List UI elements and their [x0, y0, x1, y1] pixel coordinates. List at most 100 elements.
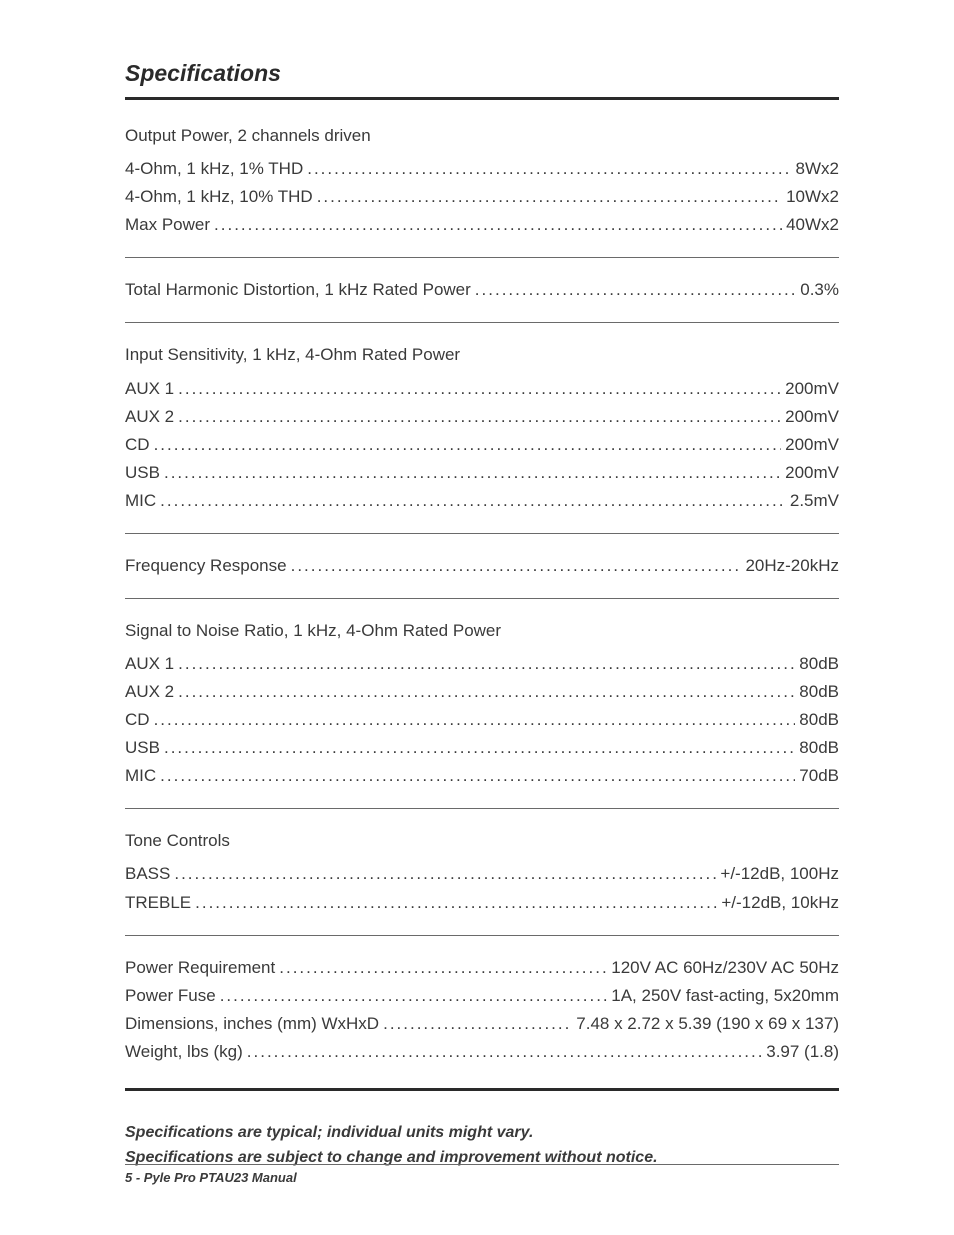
leader-dots — [178, 403, 781, 431]
leader-dots — [291, 552, 742, 580]
page-footer: 5 - Pyle Pro PTAU23 Manual — [125, 1164, 839, 1185]
spec-row: MIC 70dB — [125, 762, 839, 790]
spec-value: 8Wx2 — [796, 155, 839, 183]
spec-row: Max Power 40Wx2 — [125, 211, 839, 239]
spec-section: Input Sensitivity, 1 kHz, 4-Ohm Rated Po… — [125, 341, 839, 532]
spec-value: 2.5mV — [790, 487, 839, 515]
section-header: Input Sensitivity, 1 kHz, 4-Ohm Rated Po… — [125, 341, 839, 368]
leader-dots — [164, 734, 795, 762]
spec-row: 4-Ohm, 1 kHz, 1% THD 8Wx2 — [125, 155, 839, 183]
spec-section: Signal to Noise Ratio, 1 kHz, 4-Ohm Rate… — [125, 617, 839, 808]
leader-dots — [214, 211, 782, 239]
spec-label: BASS — [125, 860, 170, 888]
spec-value: 7.48 x 2.72 x 5.39 (190 x 69 x 137) — [576, 1010, 839, 1038]
spec-label: CD — [125, 431, 150, 459]
section-divider — [125, 935, 839, 936]
section-divider — [125, 257, 839, 258]
section-header: Tone Controls — [125, 827, 839, 854]
spec-row: TREBLE +/-12dB, 10kHz — [125, 889, 839, 917]
leader-dots — [174, 860, 716, 888]
leader-dots — [475, 276, 796, 304]
spec-row: Weight, lbs (kg) 3.97 (1.8) — [125, 1038, 839, 1066]
spec-label: MIC — [125, 762, 156, 790]
spec-row: USB 80dB — [125, 734, 839, 762]
title-rule — [125, 97, 839, 100]
bottom-rule — [125, 1088, 839, 1091]
spec-value: 0.3% — [800, 276, 839, 304]
spec-value: 1A, 250V fast-acting, 5x20mm — [611, 982, 839, 1010]
spec-row: AUX 2 200mV — [125, 403, 839, 431]
section-header: Signal to Noise Ratio, 1 kHz, 4-Ohm Rate… — [125, 617, 839, 644]
spec-row: 4-Ohm, 1 kHz, 10% THD10Wx2 — [125, 183, 839, 211]
leader-dots — [195, 889, 717, 917]
leader-dots — [247, 1038, 762, 1066]
spec-label: AUX 1 — [125, 375, 174, 403]
spec-value: 80dB — [799, 734, 839, 762]
spec-label: Power Requirement — [125, 954, 275, 982]
leader-dots — [154, 431, 782, 459]
spec-label: TREBLE — [125, 889, 191, 917]
spec-value: 80dB — [799, 650, 839, 678]
spec-value: 40Wx2 — [786, 211, 839, 239]
section-divider — [125, 598, 839, 599]
spec-value: 200mV — [785, 403, 839, 431]
leader-dots — [160, 762, 795, 790]
spec-label: 4-Ohm, 1 kHz, 1% THD — [125, 155, 303, 183]
specifications-body: Output Power, 2 channels driven 4-Ohm, 1 … — [125, 122, 839, 1084]
section-divider — [125, 808, 839, 809]
leader-dots — [164, 459, 781, 487]
spec-label: Power Fuse — [125, 982, 216, 1010]
spec-row: BASS +/-12dB, 100Hz — [125, 860, 839, 888]
spec-row: AUX 1 80dB — [125, 650, 839, 678]
spec-row: CD 200mV — [125, 431, 839, 459]
spec-row: AUX 2 80dB — [125, 678, 839, 706]
spec-section: Frequency Response 20Hz-20kHz — [125, 552, 839, 598]
spec-value: +/-12dB, 10kHz — [721, 889, 839, 917]
leader-dots — [178, 375, 781, 403]
notes-block: Specifications are typical; individual u… — [125, 1121, 839, 1171]
leader-dots — [307, 155, 791, 183]
spec-row: Power Requirement 120V AC 60Hz/230V AC 50… — [125, 954, 839, 982]
spec-label: AUX 2 — [125, 403, 174, 431]
spec-row: CD 80dB — [125, 706, 839, 734]
spec-value: 70dB — [799, 762, 839, 790]
spec-label: USB — [125, 734, 160, 762]
spec-label: AUX 2 — [125, 678, 174, 706]
leader-dots — [154, 706, 796, 734]
footer-text: 5 - Pyle Pro PTAU23 Manual — [125, 1170, 839, 1185]
note-line: Specifications are typical; individual u… — [125, 1121, 839, 1146]
spec-value: 120V AC 60Hz/230V AC 50Hz — [611, 954, 839, 982]
spec-label: Total Harmonic Distortion, 1 kHz Rated P… — [125, 276, 471, 304]
spec-row: AUX 1 200mV — [125, 375, 839, 403]
section-divider — [125, 322, 839, 323]
spec-label: CD — [125, 706, 150, 734]
spec-row: MIC 2.5mV — [125, 487, 839, 515]
spec-value: 80dB — [799, 678, 839, 706]
spec-label: Weight, lbs (kg) — [125, 1038, 243, 1066]
spec-section: Power Requirement 120V AC 60Hz/230V AC 50… — [125, 954, 839, 1084]
leader-dots — [279, 954, 607, 982]
spec-value: 80dB — [799, 706, 839, 734]
spec-section: Tone Controls BASS +/-12dB, 100Hz TREBLE +/-… — [125, 827, 839, 934]
spec-row: Dimensions, inches (mm) WxHxD7.48 x 2.72… — [125, 1010, 839, 1038]
section-header: Output Power, 2 channels driven — [125, 122, 839, 149]
spec-label: Max Power — [125, 211, 210, 239]
spec-label: MIC — [125, 487, 156, 515]
spec-value: 200mV — [785, 375, 839, 403]
leader-dots — [220, 982, 608, 1010]
spec-section: Output Power, 2 channels driven 4-Ohm, 1 … — [125, 122, 839, 257]
spec-label: USB — [125, 459, 160, 487]
spec-row: Total Harmonic Distortion, 1 kHz Rated P… — [125, 276, 839, 304]
spec-value: 10Wx2 — [786, 183, 839, 211]
spec-section: Total Harmonic Distortion, 1 kHz Rated P… — [125, 276, 839, 322]
spec-row: USB200mV — [125, 459, 839, 487]
spec-value: 3.97 (1.8) — [766, 1038, 839, 1066]
spec-label: AUX 1 — [125, 650, 174, 678]
spec-label: Frequency Response — [125, 552, 287, 580]
footer-rule — [125, 1164, 839, 1165]
spec-value: 20Hz-20kHz — [745, 552, 839, 580]
leader-dots — [178, 678, 795, 706]
spec-value: 200mV — [785, 431, 839, 459]
spec-row: Frequency Response 20Hz-20kHz — [125, 552, 839, 580]
spec-value: +/-12dB, 100Hz — [720, 860, 839, 888]
